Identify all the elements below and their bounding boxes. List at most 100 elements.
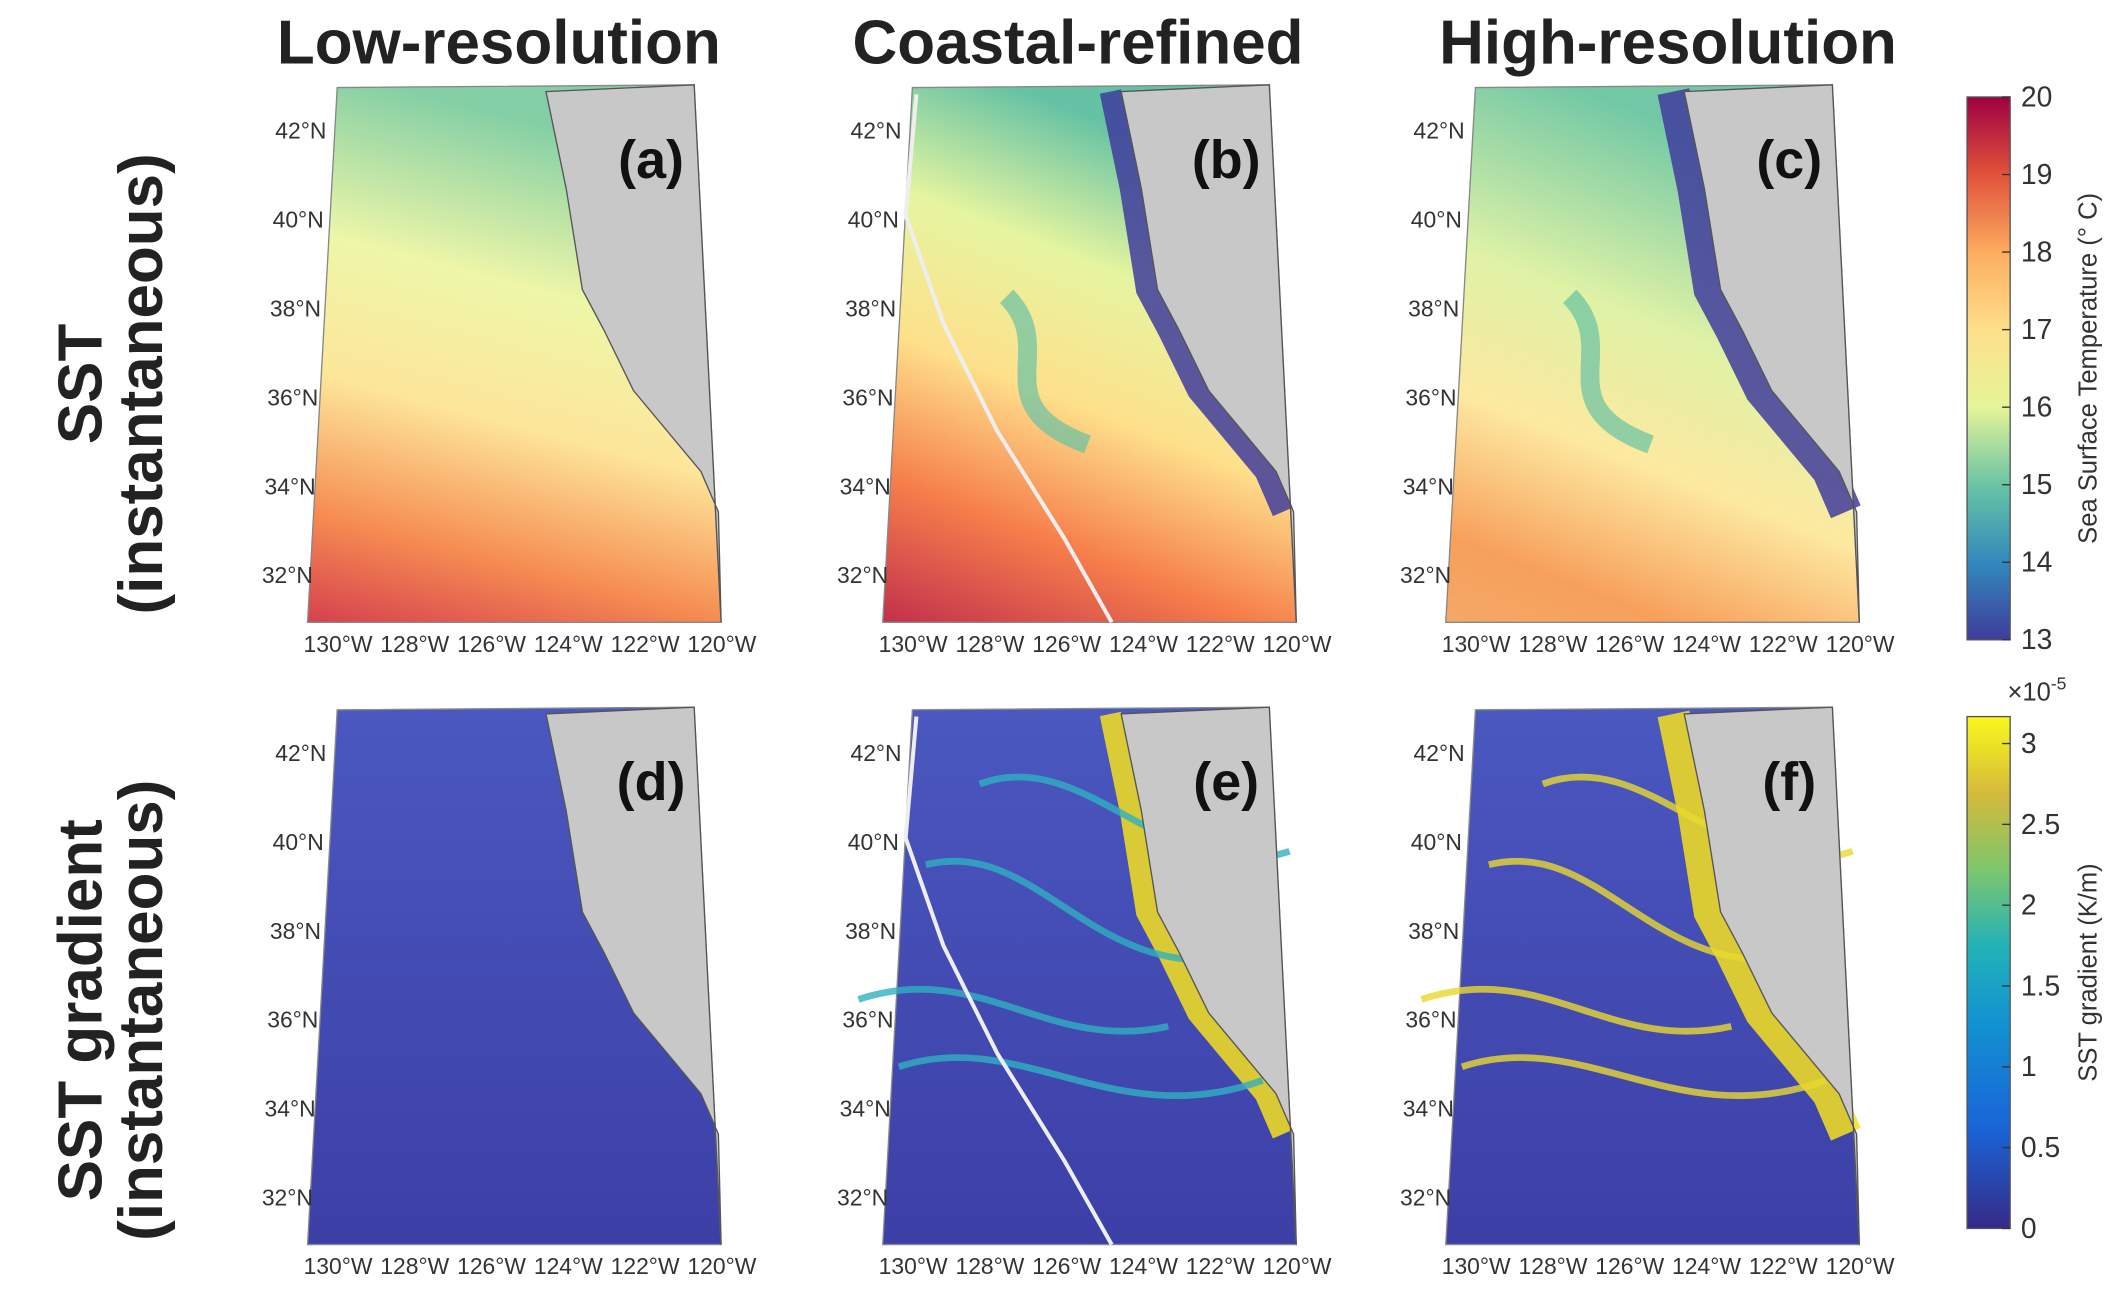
lon-tick-label: 122°W <box>1186 1253 1255 1279</box>
lon-tick-label: 128°W <box>955 1253 1024 1279</box>
land <box>1683 706 1860 1245</box>
front <box>1420 985 1733 1035</box>
lat-tick-label: 40°N <box>848 829 899 855</box>
lat-tick-label: 42°N <box>850 740 901 766</box>
lat-tick-label: 38°N <box>270 296 321 322</box>
lat-tick-label: 36°N <box>267 384 318 410</box>
colorbar-tick-label: 1 <box>2021 1050 2037 1082</box>
map-panel: 42°N 40°N 38°N 36°N 34°N 32°N 130°W 128°W 126°W 1… <box>837 706 1332 1279</box>
eddy <box>1562 289 1654 454</box>
colorbar <box>1966 715 2011 1230</box>
lon-tick-label: 126°W <box>457 1253 526 1279</box>
colorbar-multiplier: ×10-5 <box>2007 674 2066 707</box>
lon-tick-label: 124°W <box>1672 1253 1741 1279</box>
lon-tick-label: 130°W <box>1442 631 1511 657</box>
lon-tick-label: 128°W <box>955 631 1024 657</box>
lon-tick-label: 120°W <box>1826 631 1895 657</box>
front <box>925 857 1223 964</box>
lat-tick-label: 36°N <box>267 1007 318 1033</box>
lon-tick-label: 120°W <box>1263 631 1332 657</box>
column-title: Low-resolution <box>277 8 721 77</box>
lat-tick-label: 42°N <box>275 740 326 766</box>
lat-tick-label: 38°N <box>270 918 321 944</box>
land <box>545 84 722 623</box>
panel-label: (e) <box>1193 752 1259 812</box>
colorbar-tick-label: 13 <box>2021 623 2052 655</box>
land <box>1120 706 1297 1245</box>
colorbar-tick-label: 2.5 <box>2021 808 2060 840</box>
lon-tick-label: 126°W <box>1595 631 1664 657</box>
lon-tick-label: 128°W <box>1519 1253 1588 1279</box>
lat-tick-label: 36°N <box>1405 384 1456 410</box>
coastal-band <box>1099 711 1293 1139</box>
lon-tick-label: 124°W <box>1672 631 1741 657</box>
lat-tick-label: 42°N <box>1414 118 1465 144</box>
colorbar-tick-label: 0 <box>2021 1212 2037 1244</box>
land <box>1683 84 1860 623</box>
lat-tick-label: 38°N <box>845 296 896 322</box>
lon-tick-label: 130°W <box>1442 1253 1511 1279</box>
panel-label: (f) <box>1762 752 1816 812</box>
lon-tick-label: 124°W <box>1109 1253 1178 1279</box>
multiplier-exponent: -5 <box>2051 674 2067 694</box>
row-title: SST (instantaneous) <box>46 153 176 614</box>
boundary-line <box>903 94 1114 624</box>
colorbar-tick-label: 19 <box>2021 158 2052 190</box>
lon-tick-label: 122°W <box>611 631 680 657</box>
colorbar-tick-label: 15 <box>2021 468 2052 500</box>
map-panel: 42°N 40°N 38°N 36°N 34°N 32°N 130°W 128°W 126°W 1… <box>262 706 757 1279</box>
land <box>1120 84 1297 623</box>
lon-tick-label: 120°W <box>687 1253 756 1279</box>
column-title: Coastal-refined <box>853 8 1304 77</box>
map-panel: 42°N 40°N 38°N 36°N 34°N 32°N 130°W 128°W 126°W 1… <box>1400 84 1895 657</box>
map-panel: 42°N 40°N 38°N 36°N 34°N 32°N 130°W 128°W 126°W 1… <box>262 84 757 657</box>
lat-tick-label: 40°N <box>1411 207 1462 233</box>
row-title-line: SST gradient <box>46 819 115 1201</box>
front <box>1460 1054 1827 1099</box>
lon-tick-label: 128°W <box>380 1253 449 1279</box>
lat-tick-label: 34°N <box>1403 473 1454 499</box>
colorbar <box>1966 96 2011 641</box>
lon-tick-label: 124°W <box>534 1253 603 1279</box>
lon-tick-label: 126°W <box>1595 1253 1664 1279</box>
colorbar-tick-label: 20 <box>2021 80 2052 112</box>
panel-label: (c) <box>1756 130 1822 190</box>
panel-label: (a) <box>618 130 684 190</box>
lat-tick-label: 32°N <box>262 1185 313 1211</box>
lat-tick-label: 32°N <box>1400 562 1451 588</box>
lat-tick-label: 36°N <box>1405 1007 1456 1033</box>
lon-tick-label: 130°W <box>879 631 948 657</box>
colorbar-label: SST gradient (K/m) <box>2074 863 2102 1081</box>
lat-tick-label: 40°N <box>848 207 899 233</box>
lat-tick-label: 38°N <box>1408 296 1459 322</box>
row-title-line: (instantaneous) <box>107 780 176 1241</box>
lat-tick-label: 40°N <box>273 207 324 233</box>
lat-tick-label: 32°N <box>1400 1185 1451 1211</box>
coastal-band <box>1657 710 1861 1141</box>
row-title-line: (instantaneous) <box>107 153 176 614</box>
column-title: High-resolution <box>1439 8 1897 77</box>
coastal-band <box>1657 88 1861 519</box>
lat-tick-label: 38°N <box>845 918 896 944</box>
panel-label: (d) <box>617 752 686 812</box>
lat-tick-label: 42°N <box>1414 740 1465 766</box>
lon-tick-label: 120°W <box>1826 1253 1895 1279</box>
colorbar-tick-label: 14 <box>2021 546 2052 578</box>
colorbar-tick-label: 18 <box>2021 236 2052 268</box>
lat-tick-label: 32°N <box>262 562 313 588</box>
colorbar-label: Sea Surface Temperature (° C) <box>2074 193 2102 544</box>
lat-tick-label: 42°N <box>275 118 326 144</box>
lat-tick-label: 40°N <box>273 829 324 855</box>
lon-tick-label: 126°W <box>1032 631 1101 657</box>
colorbar-tick-label: 16 <box>2021 391 2052 423</box>
coastal-band <box>1099 89 1293 517</box>
lon-tick-label: 130°W <box>304 631 373 657</box>
lat-tick-label: 34°N <box>840 1096 891 1122</box>
lon-tick-label: 126°W <box>457 631 526 657</box>
panel-label: (b) <box>1192 130 1261 190</box>
lon-tick-label: 124°W <box>1109 631 1178 657</box>
lon-tick-label: 120°W <box>687 631 756 657</box>
colorbar-tick-label: 17 <box>2021 313 2052 345</box>
lon-tick-label: 120°W <box>1263 1253 1332 1279</box>
